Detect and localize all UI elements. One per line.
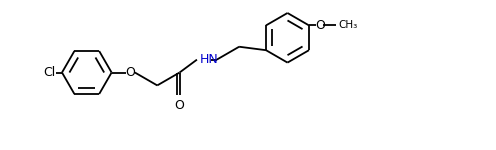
Text: Cl: Cl bbox=[43, 66, 55, 79]
Text: O: O bbox=[125, 66, 135, 79]
Text: O: O bbox=[175, 99, 185, 112]
Text: CH₃: CH₃ bbox=[339, 20, 358, 30]
Text: O: O bbox=[315, 19, 325, 32]
Text: HN: HN bbox=[200, 53, 219, 66]
